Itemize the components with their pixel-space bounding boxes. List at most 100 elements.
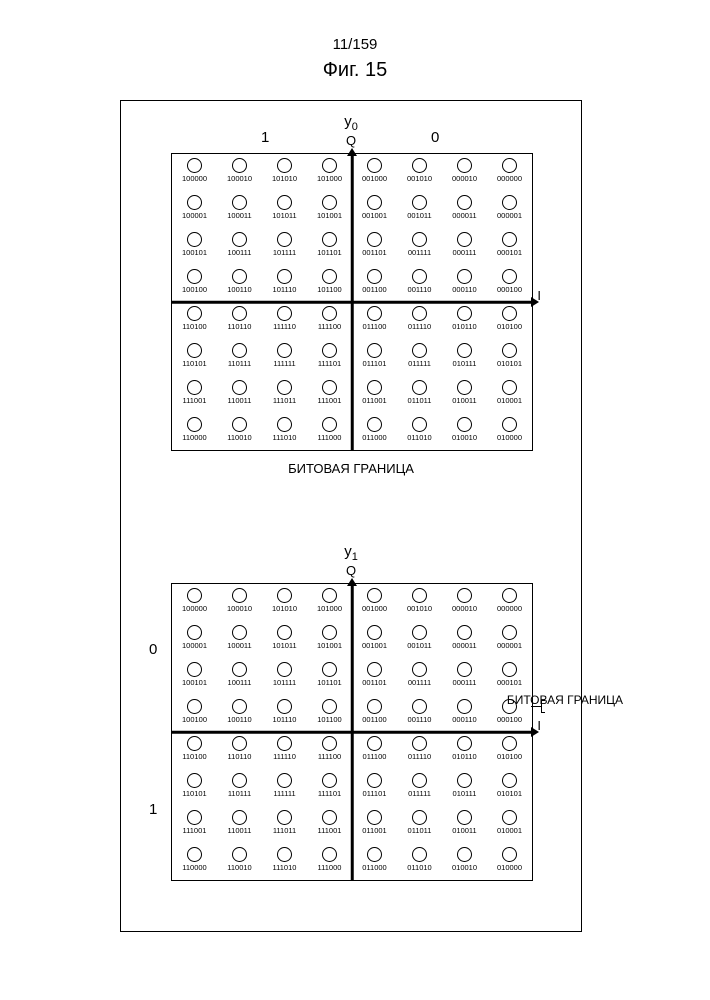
point-label: 001101 — [352, 248, 397, 257]
point-label: 011101 — [352, 789, 397, 798]
point-circle-icon — [412, 736, 427, 751]
point-circle-icon — [232, 343, 247, 358]
point-label: 100100 — [172, 285, 217, 294]
point-label: 110100 — [172, 322, 217, 331]
constellation-point: 010011 — [442, 810, 487, 835]
point-label: 001001 — [352, 211, 397, 220]
point-circle-icon — [412, 306, 427, 321]
point-label: 011000 — [352, 433, 397, 442]
constellation-point: 001100 — [352, 699, 397, 724]
point-circle-icon — [502, 380, 517, 395]
constellation-point: 001110 — [397, 269, 442, 294]
point-circle-icon — [277, 380, 292, 395]
constellation-point: 111001 — [307, 810, 352, 835]
constellation-point: 000001 — [487, 625, 532, 650]
constellation-point: 001001 — [352, 195, 397, 220]
point-label: 100001 — [172, 211, 217, 220]
point-circle-icon — [457, 306, 472, 321]
point-circle-icon — [502, 269, 517, 284]
point-label: 001110 — [397, 285, 442, 294]
constellation-point: 101100 — [307, 269, 352, 294]
point-label: 010001 — [487, 396, 532, 405]
point-label: 101101 — [307, 678, 352, 687]
region-label-1: 1 — [261, 129, 269, 146]
point-circle-icon — [367, 773, 382, 788]
figure-title: Фиг. 15 — [0, 59, 710, 82]
point-circle-icon — [367, 736, 382, 751]
point-label: 101011 — [262, 641, 307, 650]
y-letter: y — [344, 543, 352, 560]
point-label: 111000 — [307, 433, 352, 442]
point-label: 000110 — [442, 285, 487, 294]
constellation-point: 111001 — [172, 380, 217, 405]
constellation-point: 111010 — [262, 847, 307, 872]
constellation-point: 001000 — [352, 158, 397, 183]
point-circle-icon — [412, 662, 427, 677]
point-label: 100111 — [217, 248, 262, 257]
point-label: 011111 — [397, 789, 442, 798]
point-label: 001111 — [397, 678, 442, 687]
point-circle-icon — [277, 810, 292, 825]
constellation-point: 010010 — [442, 417, 487, 442]
point-circle-icon — [322, 269, 337, 284]
point-label: 000011 — [442, 211, 487, 220]
constellation-point: 000101 — [487, 232, 532, 257]
point-label: 001100 — [352, 715, 397, 724]
y-letter: y — [344, 113, 352, 130]
point-label: 001011 — [397, 211, 442, 220]
point-circle-icon — [232, 417, 247, 432]
constellation-point: 110011 — [217, 380, 262, 405]
point-label: 001111 — [397, 248, 442, 257]
point-circle-icon — [502, 662, 517, 677]
constellation-point: 100100 — [172, 699, 217, 724]
constellation-point: 001010 — [397, 158, 442, 183]
point-circle-icon — [277, 847, 292, 862]
point-circle-icon — [277, 736, 292, 751]
point-label: 101000 — [307, 174, 352, 183]
point-circle-icon — [187, 699, 202, 714]
point-circle-icon — [232, 847, 247, 862]
constellation-point: 001101 — [352, 662, 397, 687]
point-circle-icon — [232, 306, 247, 321]
constellation-point: 000110 — [442, 269, 487, 294]
point-circle-icon — [322, 847, 337, 862]
constellation-point: 101111 — [262, 662, 307, 687]
constellation-point: 000001 — [487, 195, 532, 220]
point-circle-icon — [232, 810, 247, 825]
point-label: 100110 — [217, 715, 262, 724]
point-circle-icon — [277, 158, 292, 173]
constellation-point: 111101 — [307, 773, 352, 798]
point-circle-icon — [322, 380, 337, 395]
point-circle-icon — [412, 158, 427, 173]
constellation-point: 101110 — [262, 699, 307, 724]
outer-frame: y0 1 0 Q I 10000010001010101010100000100… — [120, 100, 582, 932]
point-label: 101000 — [307, 604, 352, 613]
point-label: 111001 — [307, 826, 352, 835]
point-label: 101011 — [262, 211, 307, 220]
point-circle-icon — [457, 380, 472, 395]
point-label: 010100 — [487, 752, 532, 761]
point-label: 110110 — [217, 752, 262, 761]
constellation-point: 110010 — [217, 847, 262, 872]
point-circle-icon — [322, 232, 337, 247]
point-label: 110100 — [172, 752, 217, 761]
point-label: 111011 — [262, 396, 307, 405]
point-label: 101100 — [307, 715, 352, 724]
constellation-point: 001011 — [397, 625, 442, 650]
point-circle-icon — [457, 269, 472, 284]
constellation-point: 000100 — [487, 269, 532, 294]
constellation-point: 100010 — [217, 158, 262, 183]
point-circle-icon — [277, 662, 292, 677]
point-label: 010001 — [487, 826, 532, 835]
constellation-point: 101000 — [307, 158, 352, 183]
point-circle-icon — [277, 588, 292, 603]
constellation-point: 111100 — [307, 306, 352, 331]
point-circle-icon — [502, 588, 517, 603]
point-circle-icon — [412, 232, 427, 247]
constellation-point: 110000 — [172, 847, 217, 872]
point-label: 001011 — [397, 641, 442, 650]
point-label: 110111 — [217, 359, 262, 368]
i-axis — [172, 731, 532, 734]
point-circle-icon — [457, 773, 472, 788]
point-label: 110010 — [217, 863, 262, 872]
